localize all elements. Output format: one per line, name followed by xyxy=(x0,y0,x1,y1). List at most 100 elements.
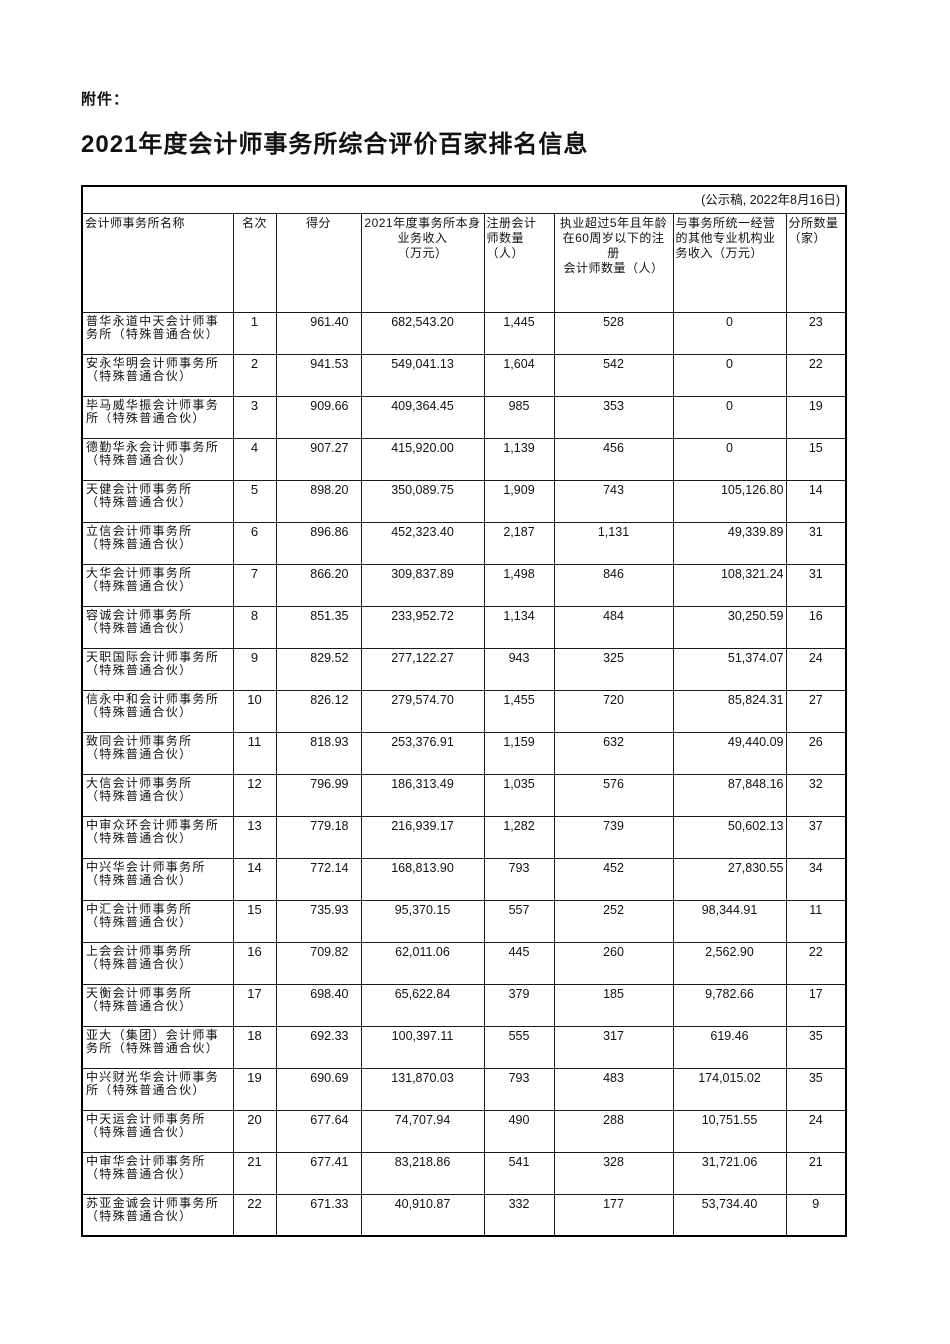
notice-date: (公示稿, 2022年8月16日) xyxy=(81,185,847,214)
firm-name-cell: 中汇会计师事务所 （特殊普通合伙） xyxy=(81,899,234,943)
branch-count-cell: 37 xyxy=(785,815,847,859)
firm-name-cell: 中审众环会计师事务所（特殊普通合伙） xyxy=(81,815,234,859)
table-row: 中兴财光华会计师事务所（特殊普通合伙） 19 690.69 131,870.03 793… xyxy=(81,1067,847,1111)
rank-cell: 14 xyxy=(232,857,277,901)
column-header-score: 得分 xyxy=(275,212,362,313)
rank-cell: 8 xyxy=(232,605,277,649)
cpa-count-cell: 445 xyxy=(483,941,555,985)
experienced-cpa-count-cell: 484 xyxy=(553,605,674,649)
revenue-cell: 233,952.72 xyxy=(360,605,485,649)
ranking-table: (公示稿, 2022年8月16日) 会计师事务所名称 名次 得分 2021年度事务所本… xyxy=(81,185,848,1237)
rank-cell: 15 xyxy=(232,899,277,943)
cpa-count-cell: 1,445 xyxy=(483,311,555,355)
table-header-row: 会计师事务所名称 名次 得分 2021年度事务所本身 业务收入 （万元） 注册会计 师数… xyxy=(81,212,847,313)
score-cell: 690.69 xyxy=(275,1067,362,1111)
other-income-cell: 49,339.89 xyxy=(672,521,787,565)
branch-count-cell: 22 xyxy=(785,941,847,985)
other-income-cell: 0 xyxy=(672,437,787,481)
score-cell: 829.52 xyxy=(275,647,362,691)
branch-count-cell: 35 xyxy=(785,1067,847,1111)
score-cell: 826.12 xyxy=(275,689,362,733)
rank-cell: 13 xyxy=(232,815,277,859)
firm-name-cell: 大信会计师事务所 （特殊普通合伙） xyxy=(81,773,234,817)
cpa-count-cell: 943 xyxy=(483,647,555,691)
revenue-cell: 131,870.03 xyxy=(360,1067,485,1111)
experienced-cpa-count-cell: 720 xyxy=(553,689,674,733)
firm-name-cell: 普华永道中天会计师事务所（特殊普通合伙） xyxy=(81,311,234,355)
experienced-cpa-count-cell: 328 xyxy=(553,1151,674,1195)
score-cell: 898.20 xyxy=(275,479,362,523)
revenue-cell: 95,370.15 xyxy=(360,899,485,943)
other-income-cell: 51,374.07 xyxy=(672,647,787,691)
branch-count-cell: 27 xyxy=(785,689,847,733)
other-income-cell: 98,344.91 xyxy=(672,899,787,943)
experienced-cpa-count-cell: 743 xyxy=(553,479,674,523)
revenue-cell: 186,313.49 xyxy=(360,773,485,817)
cpa-count-cell: 555 xyxy=(483,1025,555,1069)
table-row: 天衡会计师事务所 （特殊普通合伙） 17 698.40 65,622.84 379 185… xyxy=(81,983,847,1027)
table-body: 普华永道中天会计师事务所（特殊普通合伙） 1 961.40 682,543.20 1,4… xyxy=(81,311,847,1237)
cpa-count-cell: 1,139 xyxy=(483,437,555,481)
firm-name-cell: 安永华明会计师事务所（特殊普通合伙） xyxy=(81,353,234,397)
experienced-cpa-count-cell: 528 xyxy=(553,311,674,355)
rank-cell: 16 xyxy=(232,941,277,985)
table-row: 大华会计师事务所 （特殊普通合伙） 7 866.20 309,837.89 1,498 8… xyxy=(81,563,847,607)
experienced-cpa-count-cell: 252 xyxy=(553,899,674,943)
column-header-rank: 名次 xyxy=(232,212,277,313)
table-row: 致同会计师事务所 （特殊普通合伙） 11 818.93 253,376.91 1,159… xyxy=(81,731,847,775)
table-row: 天健会计师事务所 （特殊普通合伙） 5 898.20 350,089.75 1,909 7… xyxy=(81,479,847,523)
branch-count-cell: 31 xyxy=(785,563,847,607)
branch-count-cell: 16 xyxy=(785,605,847,649)
branch-count-cell: 22 xyxy=(785,353,847,397)
page-title: 2021年度会计师事务所综合评价百家排名信息 xyxy=(81,131,589,158)
firm-name-cell: 中审华会计师事务所 （特殊普通合伙） xyxy=(81,1151,234,1195)
other-income-cell: 619.46 xyxy=(672,1025,787,1069)
score-cell: 671.33 xyxy=(275,1193,362,1237)
other-income-cell: 0 xyxy=(672,311,787,355)
revenue-cell: 415,920.00 xyxy=(360,437,485,481)
firm-name-cell: 亚大（集团）会计师事务所（特殊普通合伙） xyxy=(81,1025,234,1069)
revenue-cell: 277,122.27 xyxy=(360,647,485,691)
revenue-cell: 168,813.90 xyxy=(360,857,485,901)
other-income-cell: 105,126.80 xyxy=(672,479,787,523)
experienced-cpa-count-cell: 260 xyxy=(553,941,674,985)
revenue-cell: 452,323.40 xyxy=(360,521,485,565)
score-cell: 941.53 xyxy=(275,353,362,397)
firm-name-cell: 中兴华会计师事务所 （特殊普通合伙） xyxy=(81,857,234,901)
attachment-label: 附件： xyxy=(81,91,130,108)
rank-cell: 11 xyxy=(232,731,277,775)
firm-name-cell: 致同会计师事务所 （特殊普通合伙） xyxy=(81,731,234,775)
score-cell: 735.93 xyxy=(275,899,362,943)
firm-name-cell: 立信会计师事务所 （特殊普通合伙） xyxy=(81,521,234,565)
experienced-cpa-count-cell: 325 xyxy=(553,647,674,691)
firm-name-cell: 天健会计师事务所 （特殊普通合伙） xyxy=(81,479,234,523)
score-cell: 818.93 xyxy=(275,731,362,775)
revenue-cell: 682,543.20 xyxy=(360,311,485,355)
revenue-cell: 309,837.89 xyxy=(360,563,485,607)
branch-count-cell: 31 xyxy=(785,521,847,565)
revenue-cell: 74,707.94 xyxy=(360,1109,485,1153)
table-row: 中汇会计师事务所 （特殊普通合伙） 15 735.93 95,370.15 557 252… xyxy=(81,899,847,943)
experienced-cpa-count-cell: 483 xyxy=(553,1067,674,1111)
branch-count-cell: 35 xyxy=(785,1025,847,1069)
revenue-cell: 65,622.84 xyxy=(360,983,485,1027)
experienced-cpa-count-cell: 542 xyxy=(553,353,674,397)
score-cell: 866.20 xyxy=(275,563,362,607)
revenue-cell: 409,364.45 xyxy=(360,395,485,439)
rank-cell: 18 xyxy=(232,1025,277,1069)
other-income-cell: 49,440.09 xyxy=(672,731,787,775)
cpa-count-cell: 1,498 xyxy=(483,563,555,607)
table-row: 中天运会计师事务所 （特殊普通合伙） 20 677.64 74,707.94 490 28… xyxy=(81,1109,847,1153)
revenue-cell: 40,910.87 xyxy=(360,1193,485,1237)
score-cell: 698.40 xyxy=(275,983,362,1027)
firm-name-cell: 信永中和会计师事务所（特殊普通合伙） xyxy=(81,689,234,733)
rank-cell: 20 xyxy=(232,1109,277,1153)
revenue-cell: 62,011.06 xyxy=(360,941,485,985)
score-cell: 909.66 xyxy=(275,395,362,439)
table-row: 上会会计师事务所 （特殊普通合伙） 16 709.82 62,011.06 445 260… xyxy=(81,941,847,985)
other-income-cell: 27,830.55 xyxy=(672,857,787,901)
experienced-cpa-count-cell: 739 xyxy=(553,815,674,859)
rank-cell: 19 xyxy=(232,1067,277,1111)
rank-cell: 4 xyxy=(232,437,277,481)
